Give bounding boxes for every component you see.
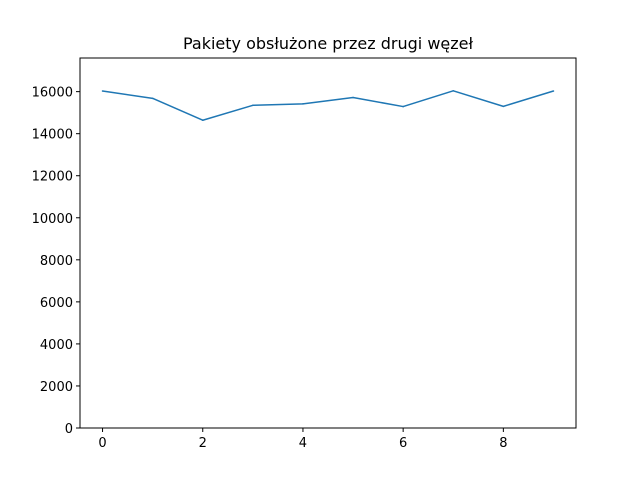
series-line	[102, 90, 554, 121]
y-tick-label: 6000	[40, 296, 73, 311]
data-point	[302, 103, 304, 105]
data-point	[402, 105, 404, 108]
x-axis-ticks: 0 2 4 6 8	[98, 428, 507, 451]
data-point	[352, 96, 354, 99]
y-tick-label: 8000	[40, 254, 73, 269]
series-layer	[101, 89, 555, 122]
x-tick-label: 2	[199, 436, 207, 451]
y-tick-label: 14000	[32, 128, 73, 143]
y-tick-label: 10000	[32, 212, 73, 227]
data-point	[502, 105, 505, 108]
x-tick-label: 4	[299, 436, 307, 451]
y-tick-label: 4000	[40, 338, 73, 353]
x-tick-label: 0	[98, 436, 106, 451]
chart-title: Pakiety obsłużone przez drugi węzeł	[183, 34, 474, 53]
data-point	[151, 97, 154, 100]
y-tick-label: 12000	[32, 170, 73, 185]
data-point	[101, 90, 104, 92]
x-tick-label: 6	[399, 436, 407, 451]
x-tick-label: 8	[499, 436, 507, 451]
plot-frame	[79, 57, 577, 429]
data-point	[552, 90, 555, 92]
y-tick-label: 16000	[32, 86, 73, 101]
data-point	[201, 119, 204, 122]
y-tick-label: 2000	[40, 380, 73, 395]
data-point	[452, 89, 455, 92]
y-tick-label: 0	[65, 422, 73, 437]
y-axis-ticks: 0 2000 4000 6000 8000 10000 12000 14000 16000	[32, 86, 80, 437]
data-point	[252, 104, 254, 107]
